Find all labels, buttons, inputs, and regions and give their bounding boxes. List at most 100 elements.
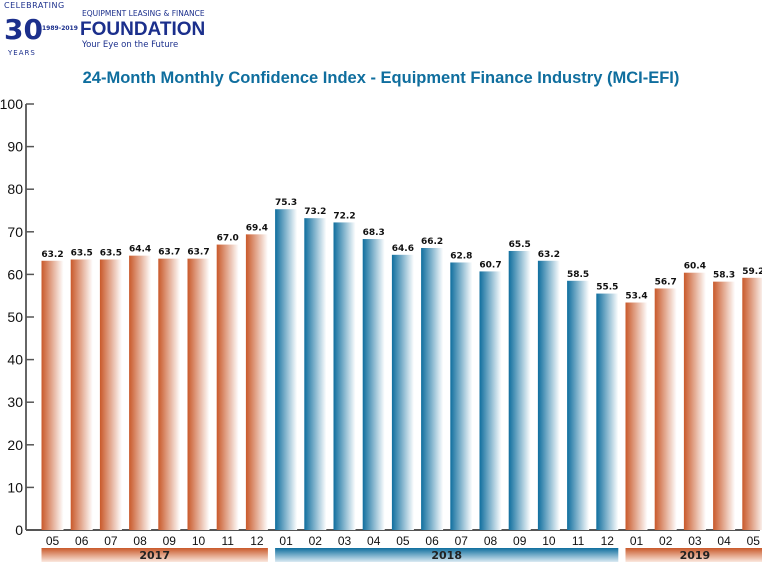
bar xyxy=(304,218,327,530)
logo-number: 30 xyxy=(4,13,43,46)
data-label: 58.3 xyxy=(713,271,735,281)
data-label: 73.2 xyxy=(304,207,326,217)
bar xyxy=(654,288,677,530)
y-tick-label: 80 xyxy=(7,181,23,197)
bar xyxy=(742,277,762,530)
x-tick-label: 05 xyxy=(747,534,761,548)
x-tick-label: 02 xyxy=(659,534,673,548)
x-tick-label: 06 xyxy=(425,534,439,548)
logo-years: YEARS xyxy=(7,49,36,57)
y-tick-label: 20 xyxy=(7,437,23,453)
bar xyxy=(508,250,531,530)
bar xyxy=(275,209,298,531)
x-tick-label: 12 xyxy=(601,534,615,548)
bar xyxy=(158,258,181,530)
logo-celebrating: CELEBRATING xyxy=(4,1,65,10)
year-band xyxy=(275,548,619,562)
x-tick-label: 01 xyxy=(279,534,293,548)
y-tick-label: 30 xyxy=(7,394,23,410)
bar xyxy=(596,293,619,530)
bar xyxy=(713,281,736,530)
bar xyxy=(625,302,648,530)
x-tick-label: 04 xyxy=(367,534,381,548)
data-label: 72.2 xyxy=(333,211,355,221)
bar xyxy=(537,260,560,530)
data-label: 63.2 xyxy=(538,250,560,260)
bar xyxy=(99,259,122,530)
data-label: 63.2 xyxy=(41,250,63,260)
data-label: 67.0 xyxy=(217,234,239,244)
y-tick-label: 0 xyxy=(15,522,23,538)
bar xyxy=(41,260,64,530)
data-label: 64.4 xyxy=(129,245,151,255)
logo-years-range: 1989-2019 xyxy=(42,25,78,32)
bar xyxy=(683,272,706,530)
bar xyxy=(479,271,502,530)
data-label: 68.3 xyxy=(363,228,385,238)
x-tick-label: 08 xyxy=(484,534,498,548)
y-tick-label: 90 xyxy=(7,139,23,155)
data-label: 62.8 xyxy=(450,251,472,261)
x-tick-label: 02 xyxy=(309,534,323,548)
data-label: 66.2 xyxy=(421,237,443,247)
logo-org-line1: EQUIPMENT LEASING & FINANCE xyxy=(82,9,205,18)
data-label: 64.6 xyxy=(392,244,414,254)
x-tick-label: 03 xyxy=(688,534,702,548)
y-tick-label: 60 xyxy=(7,266,23,282)
data-label: 60.7 xyxy=(479,260,501,270)
x-tick-label: 10 xyxy=(542,534,556,548)
data-label: 63.7 xyxy=(187,248,209,258)
data-label: 58.5 xyxy=(567,270,589,280)
year-band xyxy=(625,548,762,562)
y-tick-label: 50 xyxy=(7,309,23,325)
data-label: 53.4 xyxy=(625,292,647,302)
bar xyxy=(362,239,385,531)
x-tick-label: 11 xyxy=(221,534,234,548)
data-label: 65.5 xyxy=(509,240,531,250)
data-label: 75.3 xyxy=(275,198,297,208)
bar xyxy=(421,247,444,530)
x-tick-label: 07 xyxy=(104,534,118,548)
data-label: 63.7 xyxy=(158,248,180,258)
logo-org-line2: FOUNDATION xyxy=(80,19,205,40)
logo-tagline: Your Eye on the Future xyxy=(81,40,178,50)
data-label: 56.7 xyxy=(655,277,677,287)
x-tick-label: 10 xyxy=(192,534,206,548)
y-tick-label: 40 xyxy=(7,352,23,368)
foundation-logo: CELEBRATING 30 1989-2019 YEARS EQUIPMENT… xyxy=(4,1,205,57)
chart-title: 24-Month Monthly Confidence Index - Equi… xyxy=(83,69,680,87)
bar xyxy=(245,234,268,530)
bar xyxy=(450,262,473,530)
x-tick-label: 07 xyxy=(455,534,469,548)
year-band xyxy=(41,548,268,562)
x-tick-label: 05 xyxy=(396,534,410,548)
x-tick-label: 08 xyxy=(133,534,147,548)
data-label: 63.5 xyxy=(71,248,93,258)
y-tick-label: 10 xyxy=(7,479,23,495)
x-tick-label: 09 xyxy=(163,534,177,548)
y-tick-label: 70 xyxy=(7,224,23,240)
bar xyxy=(216,244,239,530)
year-label: 2019 xyxy=(680,549,711,562)
x-tick-label: 05 xyxy=(46,534,60,548)
x-tick-label: 01 xyxy=(630,534,644,548)
year-label: 2017 xyxy=(139,549,170,562)
x-tick-label: 09 xyxy=(513,534,527,548)
data-label: 63.5 xyxy=(100,248,122,258)
year-label: 2018 xyxy=(431,549,462,562)
x-tick-label: 11 xyxy=(572,534,585,548)
bar xyxy=(333,222,356,531)
bar xyxy=(567,280,590,530)
data-label: 55.5 xyxy=(596,283,618,293)
bar xyxy=(70,259,93,530)
data-label: 69.4 xyxy=(246,223,268,233)
bar xyxy=(391,254,414,530)
bar xyxy=(187,258,210,530)
data-label: 59.2 xyxy=(742,267,762,277)
y-tick-label: 100 xyxy=(0,96,23,112)
data-label: 60.4 xyxy=(684,262,706,272)
x-tick-label: 03 xyxy=(338,534,352,548)
x-tick-label: 12 xyxy=(250,534,264,548)
